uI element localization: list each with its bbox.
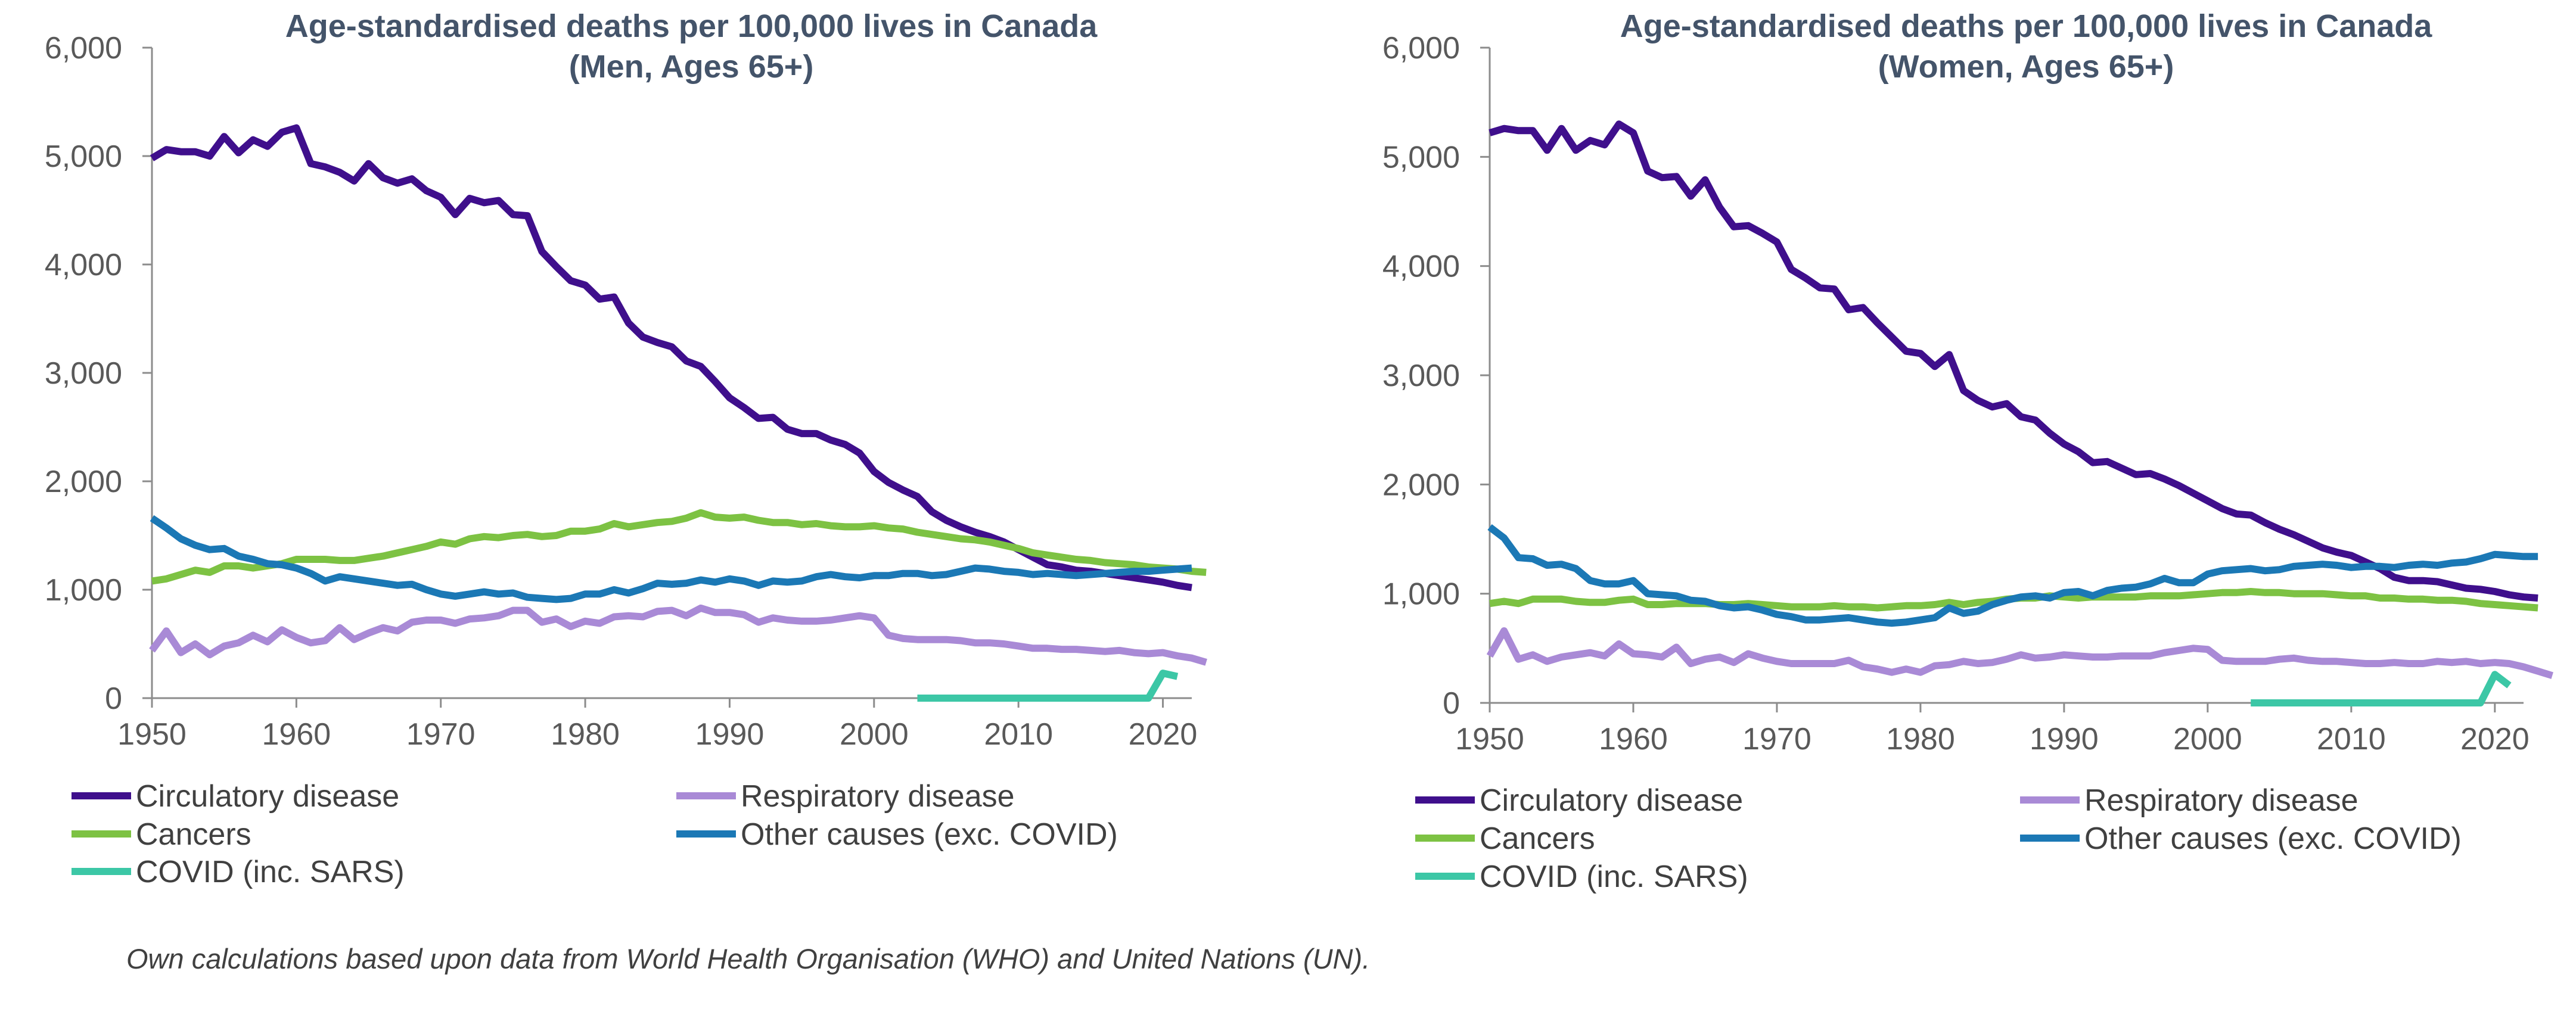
series-line-respiratory-disease xyxy=(149,604,1207,666)
x-tick-label: 2020 xyxy=(2460,722,2530,757)
x-tick-label: 1950 xyxy=(117,717,187,752)
series-line-covid-inc-sars xyxy=(2251,671,2512,706)
chart-subtitle: (Men, Ages 65+) xyxy=(569,49,814,85)
y-tick-label: 2,000 xyxy=(1382,468,1460,502)
x-tick-label: 1950 xyxy=(1455,722,1524,757)
y-tick-label: 6,000 xyxy=(1382,31,1460,66)
series-line-covid-inc-sars xyxy=(917,670,1179,702)
y-tick-label: 6,000 xyxy=(45,31,122,66)
chart-title: Age-standardised deaths per 100,000 live… xyxy=(1620,8,2433,44)
legend-label: Circulatory disease xyxy=(136,779,399,814)
legend-label: Cancers xyxy=(136,817,251,852)
x-tick-label: 1980 xyxy=(1886,722,1955,757)
x-tick-label: 1990 xyxy=(695,717,765,752)
x-tick-label: 1970 xyxy=(406,717,476,752)
x-tick-label: 1970 xyxy=(1742,722,1811,757)
legend-label: Respiratory disease xyxy=(2084,783,2359,818)
legend-label: Other causes (exc. COVID) xyxy=(741,817,1118,852)
y-tick-label: 4,000 xyxy=(1382,250,1460,284)
x-tick-label: 2010 xyxy=(2317,722,2386,757)
y-tick-label: 2,000 xyxy=(45,465,122,499)
series-line-other-causes-exc-covid xyxy=(150,515,1192,603)
legend-label: Circulatory disease xyxy=(1480,783,1743,818)
legend-label: COVID (inc. SARS) xyxy=(1480,860,1748,894)
y-tick-label: 4,000 xyxy=(45,248,122,282)
x-tick-label: 2000 xyxy=(2173,722,2242,757)
source-note: Own calculations based upon data from Wo… xyxy=(126,943,1371,975)
y-tick-label: 5,000 xyxy=(45,139,122,174)
chart-subtitle: (Women, Ages 65+) xyxy=(1878,49,2174,85)
chart-panel-women: Age-standardised deaths per 100,000 live… xyxy=(1382,8,2553,894)
x-tick-label: 1960 xyxy=(262,717,331,752)
y-tick-label: 3,000 xyxy=(1382,359,1460,393)
legend-label: Respiratory disease xyxy=(741,779,1015,814)
chart-panel-men: Age-standardised deaths per 100,000 live… xyxy=(45,8,1207,889)
legend-label: Other causes (exc. COVID) xyxy=(2084,821,2462,856)
x-tick-label: 1980 xyxy=(551,717,620,752)
y-tick-label: 5,000 xyxy=(1382,140,1460,175)
series-line-other-causes-exc-covid xyxy=(1487,524,2538,627)
x-tick-label: 2010 xyxy=(984,717,1053,752)
legend-label: Cancers xyxy=(1480,821,1595,856)
y-tick-label: 1,000 xyxy=(45,573,122,608)
series-line-cancers xyxy=(151,509,1207,585)
x-tick-label: 1960 xyxy=(1599,722,1668,757)
legend-label: COVID (inc. SARS) xyxy=(136,855,405,889)
series-line-circulatory-disease xyxy=(1489,120,2538,602)
x-tick-label: 2020 xyxy=(1129,717,1198,752)
series-line-respiratory-disease xyxy=(1486,627,2553,679)
x-tick-label: 1990 xyxy=(2030,722,2099,757)
y-tick-label: 3,000 xyxy=(45,356,122,391)
x-tick-label: 2000 xyxy=(840,717,909,752)
chart-title: Age-standardised deaths per 100,000 live… xyxy=(285,8,1098,44)
y-tick-label: 0 xyxy=(1443,686,1460,721)
y-tick-label: 0 xyxy=(105,681,122,716)
y-tick-label: 1,000 xyxy=(1382,577,1460,612)
